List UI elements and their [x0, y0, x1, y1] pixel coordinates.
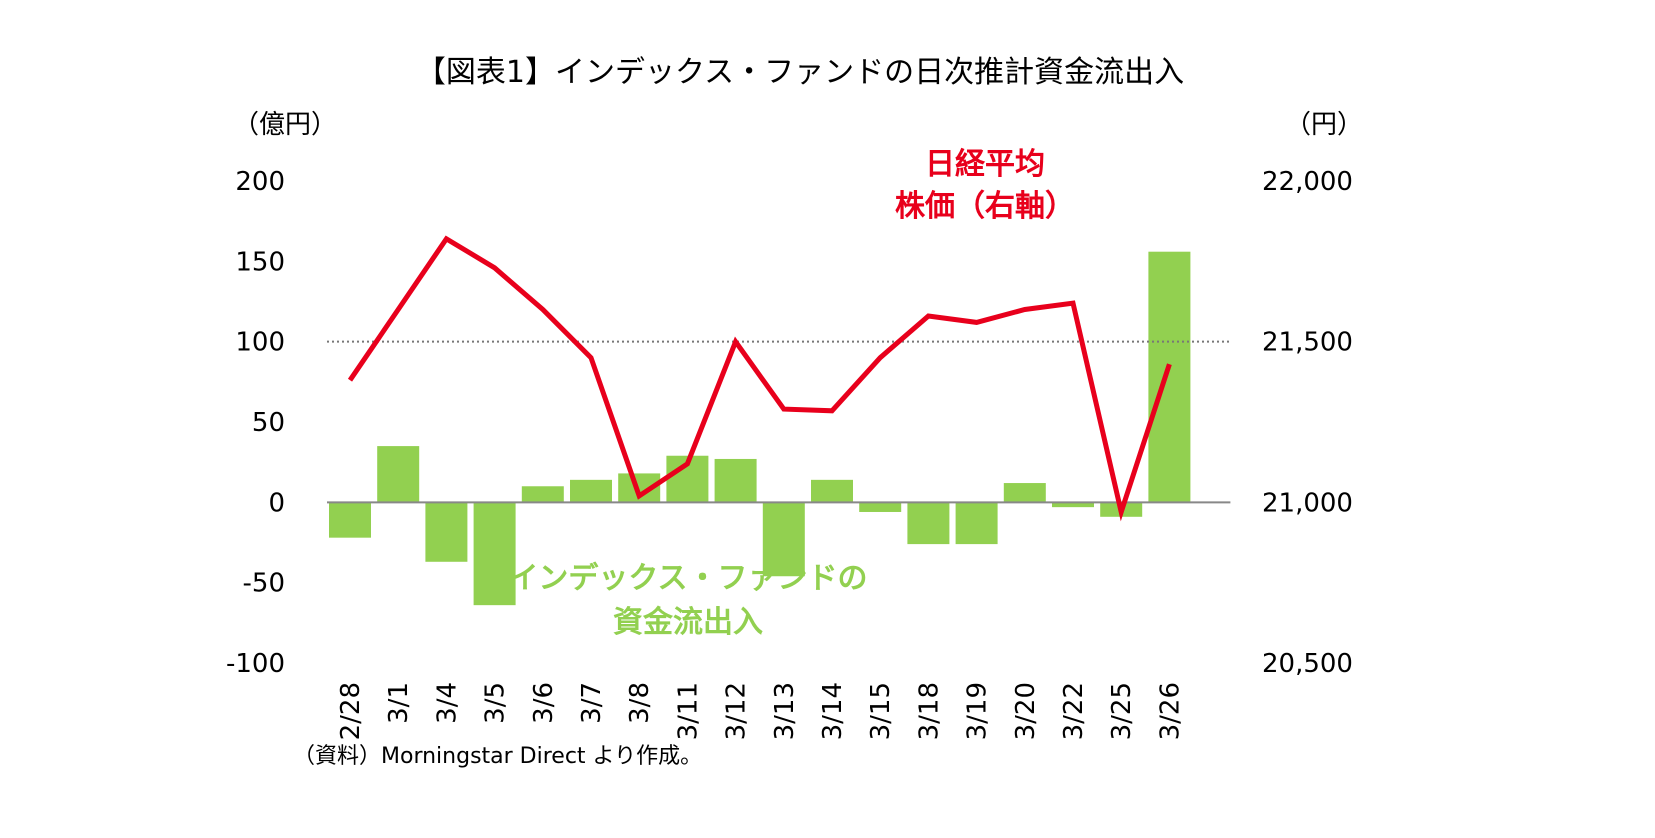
source-note: （資料）Morningstar Direct より作成。: [293, 744, 702, 769]
x-tick-label: 3/7: [577, 682, 607, 724]
chart-title: 【図表1】インデックス・ファンドの日次推計資金流出入: [416, 55, 1184, 90]
bar: [955, 502, 998, 545]
line-annotation-2: 株価（右軸）: [895, 189, 1075, 224]
left-tick-label: 150: [235, 247, 285, 277]
left-tick-label: 0: [268, 488, 285, 518]
bar: [811, 479, 853, 503]
right-tick-label: 22,000: [1262, 167, 1353, 197]
bar: [1003, 483, 1046, 503]
x-tick-label: 3/1: [384, 682, 414, 724]
bar: [329, 502, 371, 538]
x-tick-label: 3/26: [1155, 682, 1185, 740]
x-tick-label: 3/14: [818, 682, 848, 740]
x-tick-label: 3/8: [625, 682, 655, 724]
nikkei-line: [347, 235, 1172, 522]
left-tick-label: -50: [243, 569, 285, 599]
left-tick-label: 200: [235, 167, 285, 197]
bar: [762, 502, 805, 577]
x-tick-label: 3/15: [866, 682, 896, 740]
bar: [1052, 502, 1094, 508]
bar: [859, 502, 902, 512]
x-tick-label: 3/11: [673, 682, 703, 740]
bar: [714, 458, 757, 503]
x-tick-label: 3/19: [963, 682, 993, 740]
bar: [570, 479, 612, 503]
left-tick-label: -100: [226, 649, 285, 679]
bar: [473, 502, 516, 606]
x-tick-label: 3/4: [432, 682, 462, 724]
x-tick-label: 3/12: [722, 682, 752, 740]
x-tick-label: 2/28: [336, 682, 366, 740]
bar: [425, 502, 468, 562]
right-axis-ticks: 22,000 21,500 21,000 20,500: [1262, 167, 1353, 679]
x-tick-label: 3/22: [1059, 682, 1089, 740]
bar-annotation-1: インデックス・ファンドの: [508, 561, 867, 596]
bar: [521, 486, 564, 503]
bar: [377, 446, 420, 503]
bar: [907, 502, 950, 545]
x-tick-label: 3/20: [1011, 682, 1041, 740]
left-tick-label: 100: [235, 328, 285, 358]
x-tick-label: 3/6: [529, 682, 559, 724]
right-axis-unit-label: （円）: [1285, 110, 1363, 140]
left-axis-unit-label: （億円）: [233, 110, 337, 140]
bar: [1148, 251, 1191, 503]
x-tick-label: 3/25: [1107, 682, 1137, 740]
right-tick-label: 21,500: [1262, 328, 1353, 358]
bar-series: [329, 251, 1191, 606]
line-annotation-1: 日経平均: [925, 147, 1045, 182]
right-tick-label: 21,000: [1262, 488, 1353, 518]
left-tick-label: 50: [252, 408, 285, 438]
x-axis-labels: 2/28 3/1 3/4 3/5 3/6 3/7 3/8 3/11 3/12 3/13 3/14 3/…: [336, 682, 1185, 740]
x-tick-label: 3/18: [914, 682, 944, 740]
right-tick-label: 20,500: [1262, 649, 1353, 679]
left-axis-ticks: 200 150 100 50 0 -50 -100: [226, 167, 285, 679]
bar-annotation-2: 資金流出入: [613, 605, 763, 640]
x-tick-label: 3/13: [770, 682, 800, 740]
x-tick-label: 3/5: [481, 682, 511, 724]
